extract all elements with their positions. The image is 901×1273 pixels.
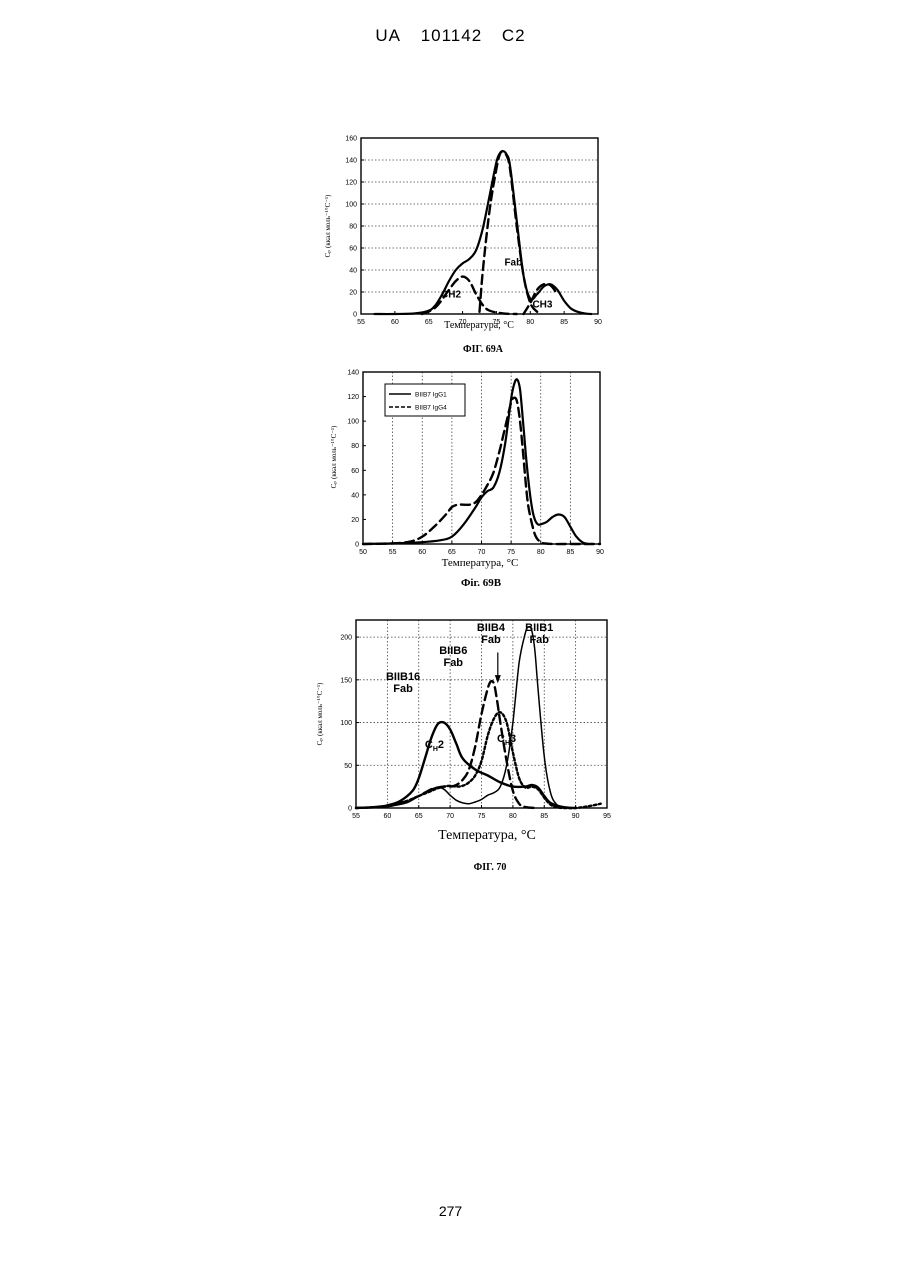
y-tick-label: 150 bbox=[340, 677, 352, 684]
annotation-text: BIIB6 bbox=[439, 645, 467, 657]
x-axis-title: Температура, °С bbox=[438, 828, 536, 843]
annotation-label: Fab bbox=[529, 634, 549, 646]
y-tick-label: 200 bbox=[340, 635, 352, 642]
annotation-text: BIIB4 bbox=[477, 622, 506, 634]
y-tick-label: 50 bbox=[344, 763, 352, 770]
annotation-text: C bbox=[425, 739, 433, 751]
annotation-text: Fab bbox=[443, 657, 463, 669]
x-tick-label: 55 bbox=[352, 813, 360, 820]
annotation-label: BIIB4 bbox=[477, 622, 506, 634]
annotation-text: Fab bbox=[529, 634, 549, 646]
x-tick-label: 60 bbox=[383, 813, 391, 820]
annotation-label: Fab bbox=[393, 683, 413, 695]
annotation-text: Fab bbox=[481, 634, 501, 646]
annotation-label: BIIB16 bbox=[386, 671, 420, 683]
page-number: 277 bbox=[0, 1203, 901, 1219]
annotation-text: C bbox=[497, 733, 505, 745]
annotation-text: BIIB16 bbox=[386, 671, 420, 683]
annotation-label: BIIB1 bbox=[525, 622, 553, 634]
x-tick-label: 75 bbox=[478, 813, 486, 820]
annotation-text: BIIB1 bbox=[525, 622, 553, 634]
annotation-label: Fab bbox=[481, 634, 501, 646]
x-tick-label: 80 bbox=[509, 813, 517, 820]
annotation-label: CH2 bbox=[425, 739, 444, 753]
y-axis-title: Cₚ (ккал моль⁻¹°С⁻¹) bbox=[316, 682, 324, 745]
x-tick-label: 90 bbox=[572, 813, 580, 820]
x-tick-label: 95 bbox=[603, 813, 611, 820]
y-tick-label: 100 bbox=[340, 720, 352, 727]
annotation-label: BIIB6 bbox=[439, 645, 467, 657]
annotation-label: Fab bbox=[443, 657, 463, 669]
x-tick-label: 70 bbox=[446, 813, 454, 820]
figure-caption: ФІГ. 70 bbox=[474, 862, 507, 873]
y-tick-label: 0 bbox=[348, 806, 352, 813]
annotation-tail: 3 bbox=[510, 733, 516, 745]
annotation-text: Fab bbox=[393, 683, 413, 695]
chart-fig-70: 55 60 65 70 75 80 85 90 95 0 50 100 150 200 Температур… bbox=[0, 0, 901, 890]
x-tick-label: 65 bbox=[415, 813, 423, 820]
arrow-head bbox=[495, 675, 501, 683]
x-tick-label: 85 bbox=[540, 813, 548, 820]
annotation-label: CH3 bbox=[497, 733, 516, 747]
annotation-tail: 2 bbox=[438, 739, 444, 751]
